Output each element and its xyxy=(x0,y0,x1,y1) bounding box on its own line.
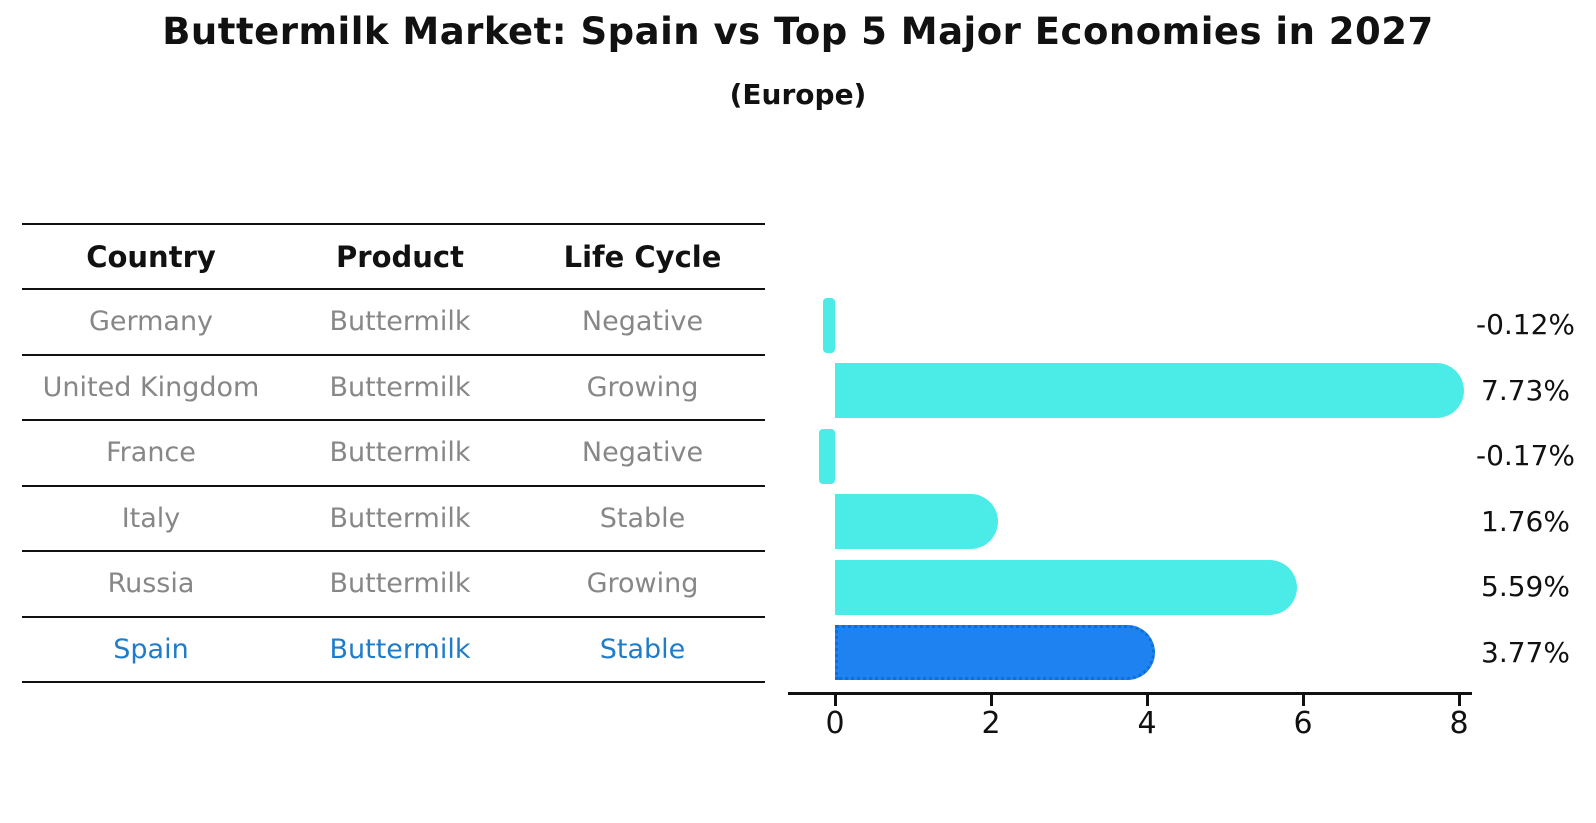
x-axis-tick xyxy=(833,695,837,706)
bar-spain xyxy=(835,625,1156,681)
product-cell: Buttermilk xyxy=(329,568,471,600)
table-rows: Germany Buttermilk Negative United Kingdom B… xyxy=(22,290,765,683)
product-cell: Buttermilk xyxy=(329,437,471,469)
value-label-germany: -0.12% xyxy=(1475,308,1576,342)
life-cycle-cell: Negative xyxy=(581,437,704,469)
x-axis-tick xyxy=(1457,695,1461,706)
life-cycle-cell: Growing xyxy=(586,371,699,403)
life-cycle-cell: Stable xyxy=(599,502,686,534)
x-axis-tick-label: 8 xyxy=(1449,706,1469,741)
chart-title: Buttermilk Market: Spain vs Top 5 Major … xyxy=(162,10,1434,53)
country-cell: Spain xyxy=(113,633,189,665)
product-cell: Buttermilk xyxy=(329,502,471,534)
life-cycle-cell: Stable xyxy=(599,633,686,665)
bar-france xyxy=(818,428,835,484)
value-label-italy: 1.76% xyxy=(1481,504,1570,538)
value-label-united-kingdom: 7.73% xyxy=(1481,373,1570,407)
table-row-russia: Russia Buttermilk Growing xyxy=(22,552,765,618)
column-header-country: Country xyxy=(86,239,216,274)
country-cell: Germany xyxy=(88,306,214,338)
product-cell: Buttermilk xyxy=(329,306,471,338)
column-header-product: Product xyxy=(336,239,464,274)
x-axis-tick-label: 4 xyxy=(1137,706,1157,741)
x-axis-line xyxy=(788,692,1472,695)
country-cell: Russia xyxy=(107,568,195,600)
value-label-spain: 3.77% xyxy=(1481,635,1570,669)
x-axis-tick-label: 2 xyxy=(981,706,1001,741)
product-cell: Buttermilk xyxy=(329,633,471,665)
life-cycle-cell: Growing xyxy=(586,568,699,600)
x-axis-tick-label: 0 xyxy=(825,706,845,741)
country-cell: France xyxy=(106,437,196,469)
table-row-spain: Spain Buttermilk Stable xyxy=(22,618,765,683)
country-cell: Italy xyxy=(121,502,181,534)
x-axis-tick xyxy=(1301,695,1305,706)
bar-united-kingdom xyxy=(835,363,1464,419)
x-axis-tick-label: 6 xyxy=(1293,706,1313,741)
country-table: Country Product Life Cycle Germany Butter… xyxy=(22,223,765,683)
table-header-row: Country Product Life Cycle xyxy=(22,225,765,290)
product-cell: Buttermilk xyxy=(329,371,471,403)
table-row-italy: Italy Buttermilk Stable xyxy=(22,487,765,552)
table-row-france: France Buttermilk Negative xyxy=(22,421,765,487)
bar-russia xyxy=(835,559,1298,615)
chart-subtitle: (Europe) xyxy=(729,78,867,111)
value-label-russia: 5.59% xyxy=(1481,570,1570,604)
value-label-france: -0.17% xyxy=(1475,439,1576,473)
table-row-united-kingdom: United Kingdom Buttermilk Growing xyxy=(22,356,765,421)
x-axis-tick xyxy=(1145,695,1149,706)
x-axis-tick xyxy=(989,695,993,706)
table-row-germany: Germany Buttermilk Negative xyxy=(22,290,765,356)
country-cell: United Kingdom xyxy=(42,371,260,403)
column-header-life-cycle: Life Cycle xyxy=(563,239,722,274)
bar-italy xyxy=(835,494,999,550)
life-cycle-cell: Negative xyxy=(581,306,704,338)
bar-germany xyxy=(822,297,835,353)
